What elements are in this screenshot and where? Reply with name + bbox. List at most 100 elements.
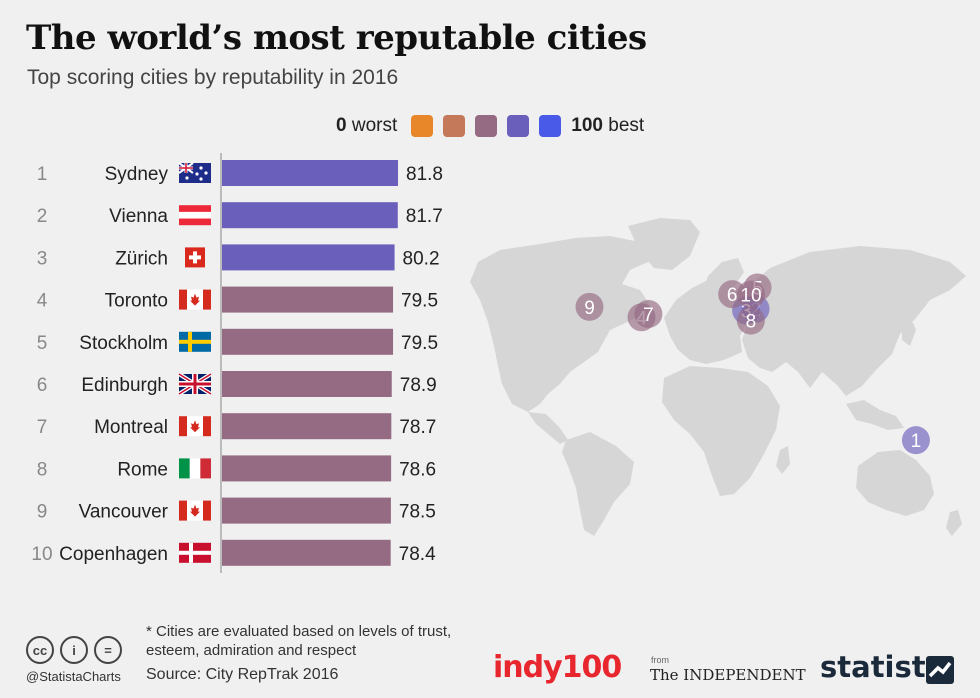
bar — [222, 539, 391, 566]
bar — [222, 371, 392, 397]
chart-subtitle: Top scoring cities by reputability in 20… — [27, 66, 399, 89]
legend-low-value: 0 — [336, 115, 347, 136]
city-marker: 9 — [575, 292, 604, 321]
rank-label: 1 — [37, 164, 48, 185]
bar-row: 2 Vienna 81.7 — [37, 202, 443, 229]
marker-circle — [634, 299, 663, 328]
map-africa — [662, 366, 780, 496]
denmark-flag-icon — [179, 542, 211, 563]
license-icons: cc i = — [26, 636, 122, 664]
legend-swatch-5 — [539, 115, 562, 137]
legend-swatch-3 — [475, 115, 498, 137]
map-south-america — [562, 432, 634, 536]
bar — [222, 455, 392, 482]
marker-label: 1 — [911, 431, 922, 452]
map-southeast-asia — [846, 400, 904, 430]
bar-chart: 1 Sydney 81.8 2 Vienna 81.7 3 Zürich 80.2 4 Toront… — [31, 160, 443, 566]
map-asia — [742, 246, 966, 396]
marker-circle — [901, 426, 930, 455]
city-label: Zürich — [115, 248, 168, 269]
bar-row: 8 Rome 78.6 — [37, 455, 436, 482]
city-marker: 8 — [736, 306, 765, 335]
legend-high-label: best — [608, 115, 645, 136]
canada-flag-icon — [179, 416, 211, 437]
rank-label: 6 — [37, 375, 48, 396]
marker-label: 8 — [746, 312, 757, 333]
value-label: 78.5 — [399, 502, 436, 523]
rank-label: 9 — [37, 502, 48, 523]
city-label: Edinburgh — [81, 375, 168, 396]
uk-flag-icon — [177, 372, 213, 396]
marker-circle — [736, 306, 765, 335]
rank-label: 5 — [37, 333, 48, 354]
bar-row: 6 Edinburgh 78.9 — [37, 371, 437, 397]
map-australia — [856, 450, 934, 516]
city-marker: 7 — [634, 299, 663, 328]
city-label: Sydney — [105, 164, 169, 185]
color-legend: 0 worst 100 best — [336, 114, 644, 138]
from-label: from — [651, 655, 669, 665]
creative-commons-icon: cc — [26, 636, 54, 664]
legend-swatch-1 — [411, 115, 434, 137]
bar-row: 7 Montreal 78.7 — [37, 413, 436, 440]
city-label: Rome — [117, 459, 168, 480]
bar-row: 3 Zürich 80.2 — [37, 244, 440, 271]
independent-logo: The INDEPENDENT — [650, 666, 806, 684]
italy-flag-icon — [179, 458, 211, 479]
map-central-america — [528, 412, 568, 444]
map-new-zealand — [946, 510, 962, 536]
sweden-flag-icon — [179, 331, 211, 352]
bar — [222, 160, 398, 186]
statista-logo: statista — [820, 650, 946, 684]
canada-flag-icon — [179, 289, 211, 310]
map-japan — [902, 316, 916, 346]
bar — [222, 244, 395, 271]
bar — [222, 328, 394, 355]
value-label: 78.4 — [399, 544, 436, 565]
city-marker: 10 — [736, 280, 765, 309]
bar-row: 5 Stockholm 79.5 — [37, 328, 438, 355]
city-label: Vancouver — [79, 502, 169, 523]
austria-flag-icon — [179, 205, 211, 226]
chart-title: The world’s most reputable cities — [26, 18, 647, 58]
value-label: 78.7 — [399, 417, 436, 438]
map-greenland — [628, 218, 700, 270]
bar — [222, 286, 394, 313]
value-label: 81.7 — [406, 206, 443, 227]
rank-label: 8 — [37, 459, 48, 480]
marker-label: 10 — [740, 286, 761, 307]
bar — [222, 202, 398, 229]
footnote: * Cities are evaluated based on levels o… — [146, 623, 452, 659]
rank-label: 3 — [37, 248, 48, 269]
city-label: Toronto — [105, 291, 168, 312]
map-north-america — [470, 236, 655, 412]
value-label: 78.9 — [400, 375, 437, 396]
australia-flag-icon — [178, 162, 211, 183]
value-label: 81.8 — [406, 164, 443, 185]
city-label: Copenhagen — [59, 544, 168, 565]
bar-row: 10 Copenhagen 78.4 — [31, 539, 436, 566]
map-markers: 12345678910 — [575, 273, 930, 455]
statista-logo-mark-icon — [926, 656, 954, 684]
rank-label: 4 — [37, 291, 48, 312]
city-label: Stockholm — [79, 333, 168, 354]
value-label: 79.5 — [401, 291, 438, 312]
city-label: Vienna — [109, 206, 168, 227]
value-label: 79.5 — [401, 333, 438, 354]
bar-row: 1 Sydney 81.8 — [37, 160, 443, 186]
bar — [222, 497, 391, 524]
indy100-logo: indy100 — [493, 650, 622, 685]
value-label: 78.6 — [399, 459, 436, 480]
marker-label: 6 — [727, 285, 738, 306]
city-label: Montreal — [94, 417, 168, 438]
map-scandinavia — [700, 258, 744, 304]
city-marker: 1 — [901, 426, 930, 455]
statista-handle: @StatistaCharts — [26, 669, 121, 684]
world-map — [470, 218, 966, 536]
legend-low-label: worst — [351, 115, 398, 136]
legend-swatch-2 — [443, 115, 466, 137]
map-madagascar — [776, 446, 790, 474]
value-label: 80.2 — [403, 248, 440, 269]
rank-label: 2 — [37, 206, 48, 227]
